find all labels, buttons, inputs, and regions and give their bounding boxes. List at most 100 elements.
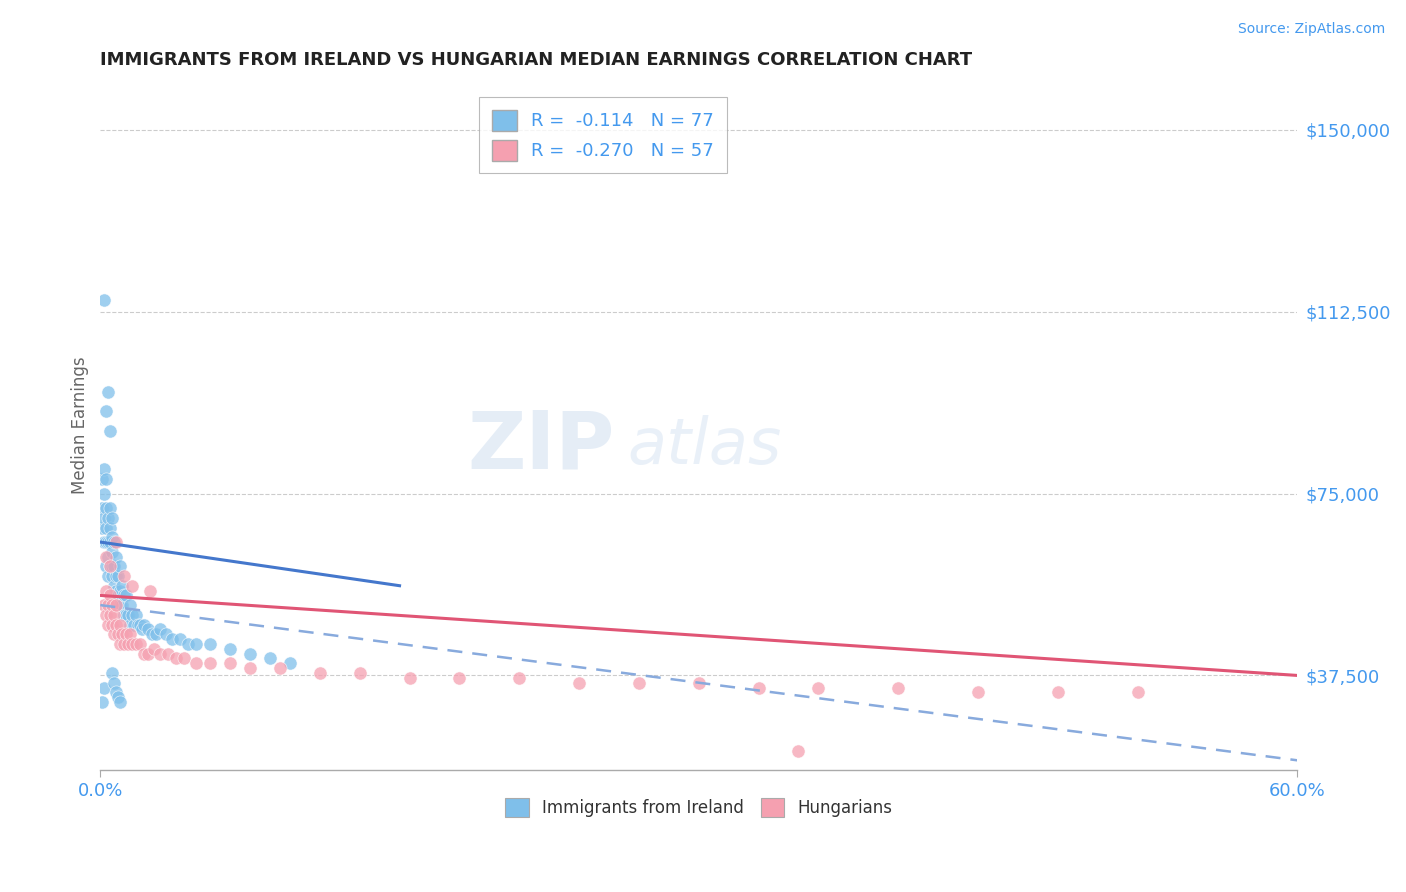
Point — [96, 583, 118, 598]
Text: atlas: atlas — [627, 416, 782, 477]
Text: Source: ZipAtlas.com: Source: ZipAtlas.com — [1237, 22, 1385, 37]
Legend: Immigrants from Ireland, Hungarians: Immigrants from Ireland, Hungarians — [499, 791, 898, 823]
Point — [97, 535, 120, 549]
Point — [93, 511, 115, 525]
Point — [145, 627, 167, 641]
Point — [107, 690, 129, 705]
Point — [219, 657, 242, 671]
Point — [101, 511, 124, 525]
Point — [117, 637, 139, 651]
Point — [134, 647, 156, 661]
Point — [122, 617, 145, 632]
Point — [184, 637, 207, 651]
Point — [115, 607, 138, 622]
Point — [107, 627, 129, 641]
Point — [97, 549, 120, 564]
Point — [93, 535, 115, 549]
Point — [98, 559, 121, 574]
Point — [97, 384, 120, 399]
Point — [129, 617, 152, 632]
Point — [110, 583, 132, 598]
Point — [98, 535, 121, 549]
Point — [129, 637, 152, 651]
Point — [134, 617, 156, 632]
Point — [97, 569, 120, 583]
Point — [155, 627, 177, 641]
Point — [177, 637, 200, 651]
Point — [98, 607, 121, 622]
Point — [127, 617, 149, 632]
Point — [111, 579, 134, 593]
Point — [508, 671, 530, 685]
Text: ZIP: ZIP — [468, 408, 614, 485]
Point — [91, 472, 114, 486]
Point — [110, 617, 132, 632]
Point — [96, 501, 118, 516]
Point — [110, 637, 132, 651]
Point — [269, 661, 291, 675]
Point — [219, 641, 242, 656]
Point — [103, 607, 125, 622]
Y-axis label: Median Earnings: Median Earnings — [72, 357, 89, 494]
Point — [349, 665, 371, 680]
Point — [98, 501, 121, 516]
Point — [112, 589, 135, 603]
Point — [887, 681, 910, 695]
Point — [160, 632, 183, 646]
Point — [98, 589, 121, 603]
Point — [125, 607, 148, 622]
Point — [101, 598, 124, 612]
Point — [97, 617, 120, 632]
Point — [568, 675, 591, 690]
Point — [103, 579, 125, 593]
Point — [121, 579, 143, 593]
Point — [101, 545, 124, 559]
Point — [107, 569, 129, 583]
Point — [101, 530, 124, 544]
Point — [149, 647, 172, 661]
Point — [101, 569, 124, 583]
Point — [112, 569, 135, 583]
Point — [807, 681, 830, 695]
Point — [787, 743, 810, 757]
Point — [105, 598, 128, 612]
Point — [96, 607, 118, 622]
Point — [125, 637, 148, 651]
Point — [688, 675, 710, 690]
Point — [96, 472, 118, 486]
Point — [98, 424, 121, 438]
Point — [136, 623, 159, 637]
Point — [449, 671, 471, 685]
Point — [93, 462, 115, 476]
Point — [748, 681, 770, 695]
Point — [111, 627, 134, 641]
Point — [117, 607, 139, 622]
Point — [103, 559, 125, 574]
Point — [97, 511, 120, 525]
Point — [120, 598, 142, 612]
Point — [96, 404, 118, 418]
Point — [96, 535, 118, 549]
Point — [93, 486, 115, 500]
Point — [239, 661, 262, 675]
Point — [105, 535, 128, 549]
Point — [115, 627, 138, 641]
Point — [93, 681, 115, 695]
Point — [143, 641, 166, 656]
Point — [136, 647, 159, 661]
Point — [101, 559, 124, 574]
Point — [105, 583, 128, 598]
Point — [110, 695, 132, 709]
Point — [112, 637, 135, 651]
Point — [91, 695, 114, 709]
Point — [98, 520, 121, 534]
Point — [398, 671, 420, 685]
Point — [967, 685, 990, 699]
Point — [110, 598, 132, 612]
Point — [112, 607, 135, 622]
Point — [91, 501, 114, 516]
Point — [198, 637, 221, 651]
Point — [173, 651, 195, 665]
Point — [101, 665, 124, 680]
Point — [98, 559, 121, 574]
